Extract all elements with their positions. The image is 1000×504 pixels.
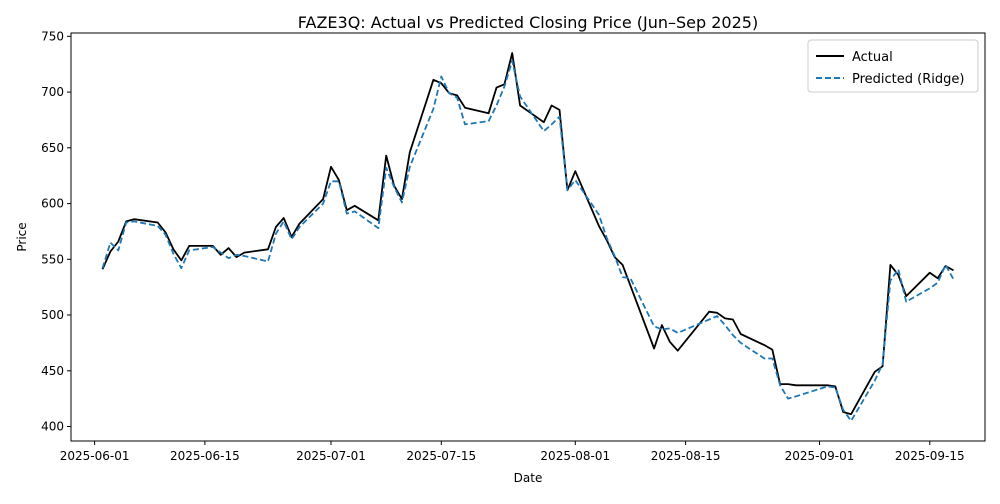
x-tick-label: 2025-09-15 [895,449,965,463]
x-tick-label: 2025-09-01 [785,449,855,463]
x-tick-label: 2025-07-15 [406,449,476,463]
legend-box [807,39,979,93]
y-tick-label: 650 [41,141,64,155]
y-tick-label: 550 [41,252,64,266]
plot-area: 2025-06-01 2025-06-15 2025-07-01 2025-07-15… [41,29,986,463]
y-tick-label: 450 [41,364,64,378]
plot-frame [70,32,986,442]
y-tick-label: 600 [41,197,64,211]
y-axis-ticks: 400 450 500 550 600 650 700 750 [41,29,71,434]
chart-legend: Actual Predicted (Ridge) [807,39,979,93]
y-tick-label: 700 [41,85,64,99]
plot-background [71,33,985,441]
chart-title: FAZE3Q: Actual vs Predicted Closing Pric… [298,13,758,32]
y-axis-label: Price [15,222,29,251]
y-tick-label: 500 [41,308,64,322]
series-line-predicted [101,60,955,422]
series-line-actual [101,52,954,416]
series-layer [101,52,955,422]
x-tick-label: 2025-06-15 [170,449,240,463]
x-tick-label: 2025-08-15 [651,449,721,463]
y-tick-label: 750 [41,29,64,43]
x-tick-label: 2025-06-01 [60,449,130,463]
x-axis-label: Date [514,471,543,485]
legend-label-predicted: Predicted (Ridge) [852,72,964,87]
x-tick-label: 2025-07-01 [296,449,366,463]
x-axis-ticks: 2025-06-01 2025-06-15 2025-07-01 2025-07-15… [60,441,965,463]
y-tick-label: 400 [41,420,64,434]
legend-label-actual: Actual [852,50,893,65]
x-tick-label: 2025-08-01 [540,449,610,463]
